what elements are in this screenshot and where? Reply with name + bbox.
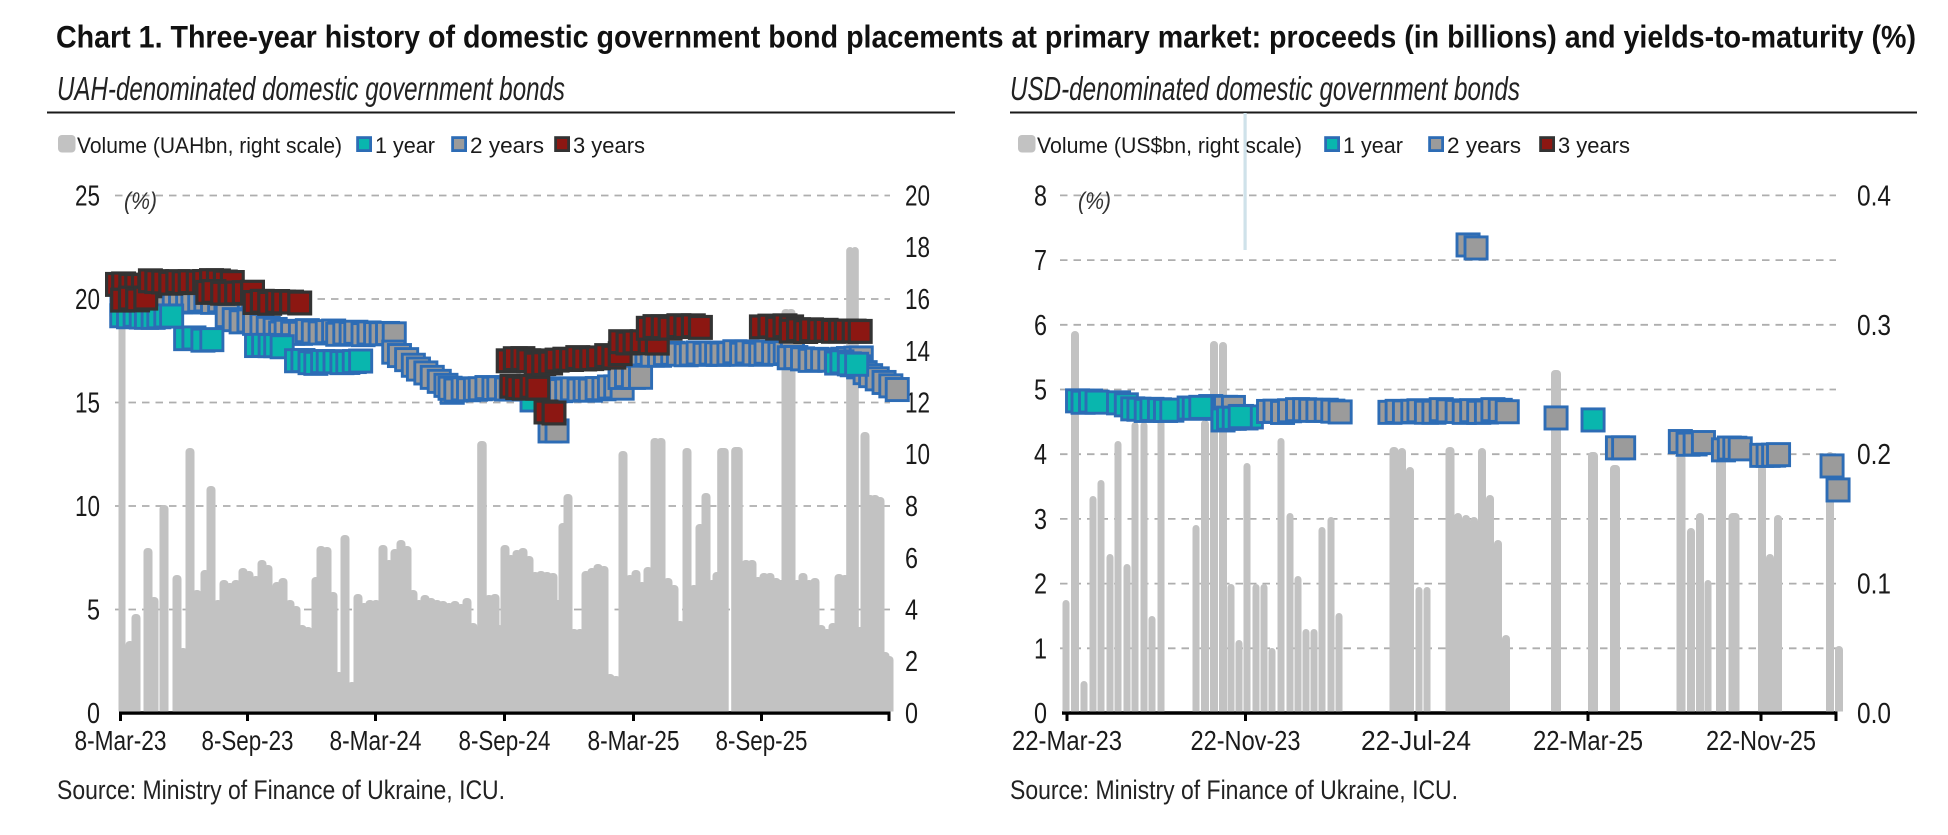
svg-text:8: 8 [1034,180,1047,212]
svg-text:5: 5 [1034,375,1047,407]
svg-text:3 years: 3 years [1558,133,1630,158]
svg-text:2: 2 [905,646,918,678]
svg-text:8-Mar-24: 8-Mar-24 [330,725,422,756]
svg-text:Volume (US$bn, right scale): Volume (US$bn, right scale) [1037,133,1302,158]
svg-text:0.0: 0.0 [1857,698,1891,730]
svg-text:15: 15 [75,388,100,420]
svg-text:0: 0 [87,698,100,730]
svg-text:4: 4 [1034,439,1047,471]
svg-text:0: 0 [905,698,918,730]
svg-text:UAH-denominated domestic gover: UAH-denominated domestic government bond… [57,70,565,107]
svg-text:8-Sep-25: 8-Sep-25 [716,725,808,756]
svg-text:8-Sep-24: 8-Sep-24 [459,725,551,756]
svg-text:20: 20 [905,181,930,213]
svg-text:18: 18 [905,232,930,264]
svg-text:(%): (%) [124,188,157,215]
svg-text:1: 1 [1034,633,1047,665]
svg-text:2 years: 2 years [470,133,544,158]
svg-text:16: 16 [905,284,930,316]
svg-text:Chart 1. Three-year history of: Chart 1. Three-year history of domestic … [56,19,1916,55]
svg-text:Source: Ministry of Finance of: Source: Ministry of Finance of Ukraine, … [1010,775,1458,805]
svg-text:6: 6 [905,543,918,575]
svg-text:0.2: 0.2 [1857,439,1891,471]
svg-text:10: 10 [75,491,100,523]
svg-text:Source: Ministry of Finance of: Source: Ministry of Finance of Ukraine, … [57,775,505,805]
svg-text:0.1: 0.1 [1857,569,1891,601]
svg-text:14: 14 [905,336,930,368]
svg-text:USD-denominated domestic gover: USD-denominated domestic government bond… [1010,70,1520,107]
svg-text:1 year: 1 year [375,133,435,158]
svg-text:0.3: 0.3 [1857,310,1891,342]
svg-text:25: 25 [75,181,100,213]
svg-text:6: 6 [1034,310,1047,342]
svg-text:8: 8 [905,491,918,523]
svg-text:0: 0 [1034,698,1047,730]
svg-text:3 years: 3 years [573,133,645,158]
svg-text:2 years: 2 years [1447,133,1521,158]
svg-text:22-Mar-23: 22-Mar-23 [1012,725,1122,756]
svg-text:22-Mar-25: 22-Mar-25 [1533,725,1643,756]
svg-text:5: 5 [87,595,100,627]
svg-text:22-Nov-23: 22-Nov-23 [1191,725,1301,756]
svg-text:10: 10 [905,439,930,471]
svg-text:8-Sep-23: 8-Sep-23 [202,725,294,756]
svg-text:22-Nov-25: 22-Nov-25 [1706,725,1816,756]
svg-text:7: 7 [1034,245,1047,277]
svg-text:1 year: 1 year [1343,133,1403,158]
svg-text:8-Mar-23: 8-Mar-23 [75,725,167,756]
svg-text:3: 3 [1034,504,1047,536]
svg-text:4: 4 [905,595,918,627]
svg-text:22-Jul-24: 22-Jul-24 [1361,725,1471,756]
svg-text:Volume (UAHbn, right scale): Volume (UAHbn, right scale) [77,133,342,158]
svg-text:0.4: 0.4 [1857,180,1891,212]
svg-text:8-Mar-25: 8-Mar-25 [588,725,680,756]
svg-text:2: 2 [1034,569,1047,601]
svg-text:(%): (%) [1078,188,1111,215]
svg-text:20: 20 [75,284,100,316]
